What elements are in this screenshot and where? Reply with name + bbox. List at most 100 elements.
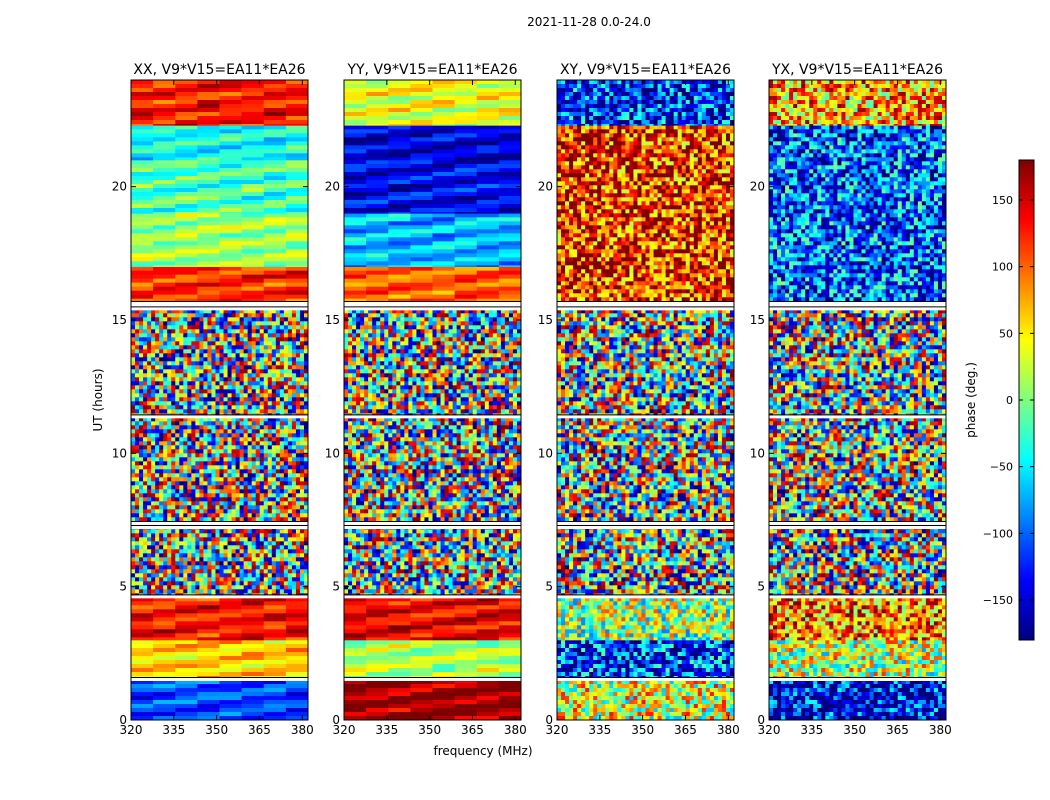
heatmap-cell: [476, 329, 482, 334]
heatmap-cell: [241, 700, 265, 705]
heatmap-cell: [247, 577, 253, 582]
heatmap-cell: [227, 433, 232, 438]
heatmap-cell: [167, 589, 172, 594]
heatmap-cell: [291, 389, 297, 394]
heatmap-cell: [179, 529, 184, 534]
heatmap-cell: [299, 325, 305, 330]
heatmap-cell: [348, 325, 353, 330]
heatmap-cell: [187, 449, 192, 454]
heatmap-cell: [197, 712, 221, 717]
heatmap-cell: [263, 437, 269, 442]
heatmap-cell: [454, 668, 478, 673]
heatmap-cell: [408, 313, 413, 318]
heatmap-cell: [259, 517, 265, 522]
heatmap-cell: [251, 317, 257, 322]
heatmap-cell: [295, 353, 301, 358]
heatmap-cell: [139, 441, 144, 446]
heatmap-cell: [131, 365, 136, 370]
heatmap-cell: [271, 549, 277, 554]
heatmap-cell: [197, 708, 221, 713]
heatmap-cell: [476, 357, 482, 362]
heatmap-cell: [235, 465, 241, 470]
heatmap-cell: [283, 393, 289, 398]
heatmap-cell: [263, 505, 269, 510]
heatmap-cell: [516, 341, 521, 346]
heatmap-cell: [388, 609, 411, 614]
heatmap-cell: [159, 341, 164, 346]
heatmap-cell: [147, 489, 152, 494]
heatmap-cell: [476, 633, 500, 638]
heatmap-cell: [139, 349, 144, 354]
heatmap-cell: [155, 433, 160, 438]
heatmap-cell: [432, 601, 456, 606]
heatmap-cell: [285, 153, 308, 158]
heatmap-cell: [432, 313, 437, 318]
heatmap-cell: [504, 361, 510, 366]
heatmap-cell: [191, 565, 196, 570]
heatmap-cell: [155, 533, 160, 538]
heatmap-cell: [135, 317, 140, 322]
heatmap-cell: [243, 401, 249, 406]
heatmap-cell: [139, 589, 144, 594]
heatmap-cell: [512, 365, 518, 370]
heatmap-cell: [295, 381, 301, 386]
heatmap-cell: [291, 493, 297, 498]
heatmap-cell: [275, 389, 281, 394]
heatmap-cell: [235, 501, 241, 506]
heatmap-cell: [131, 184, 154, 189]
heatmap-cell: [285, 237, 308, 242]
heatmap-cell: [231, 501, 236, 506]
heatmap-cell: [285, 644, 308, 649]
heatmap-cell: [241, 660, 265, 665]
heatmap-cell: [303, 353, 308, 358]
heatmap-cell: [211, 533, 216, 538]
heatmap-cell: [167, 325, 172, 330]
heatmap-cell: [135, 469, 140, 474]
heatmap-cell: [428, 317, 433, 322]
heatmap-cell: [143, 541, 148, 546]
heatmap-cell: [197, 225, 221, 230]
heatmap-cell: [251, 321, 257, 326]
heatmap-cell: [251, 377, 257, 382]
heatmap-cell: [291, 505, 297, 510]
heatmap-cell: [171, 385, 176, 390]
heatmap-cell: [167, 509, 172, 514]
heatmap-cell: [303, 505, 308, 510]
heatmap-cell: [159, 581, 164, 586]
heatmap-cell: [179, 505, 184, 510]
heatmap-cell: [227, 537, 232, 542]
heatmap-cell: [223, 437, 228, 442]
heatmap-cell: [460, 313, 466, 318]
heatmap-cell: [187, 333, 192, 338]
heatmap-cell: [468, 329, 474, 334]
heatmap-cell: [207, 349, 212, 354]
heatmap-cell: [159, 373, 164, 378]
heatmap-cell: [472, 329, 478, 334]
heatmap-cell: [464, 325, 470, 330]
heatmap-cell: [263, 176, 287, 181]
heatmap-cell: [366, 625, 389, 630]
heatmap-cell: [392, 309, 397, 314]
heatmap-cell: [183, 517, 188, 522]
heatmap-cell: [203, 465, 208, 470]
heatmap-cell: [231, 505, 236, 510]
heatmap-cell: [131, 664, 154, 669]
heatmap-cell: [203, 433, 208, 438]
heatmap-cell: [197, 298, 221, 303]
heatmap-cell: [203, 373, 208, 378]
heatmap-cell: [255, 429, 261, 434]
heatmap-cell: [171, 409, 176, 414]
heatmap-cell: [159, 461, 164, 466]
heatmap-cell: [255, 409, 261, 414]
heatmap-cell: [183, 361, 188, 366]
heatmap-cell: [143, 401, 148, 406]
heatmap-cell: [197, 668, 221, 673]
heatmap-cell: [412, 357, 417, 362]
heatmap-cell: [147, 333, 152, 338]
heatmap-cell: [159, 501, 164, 506]
heatmap-cell: [199, 497, 204, 502]
heatmap-cell: [432, 309, 437, 314]
heatmap-cell: [388, 692, 411, 697]
heatmap-cell: [263, 605, 287, 610]
heatmap-cell: [285, 286, 308, 291]
